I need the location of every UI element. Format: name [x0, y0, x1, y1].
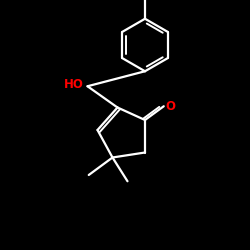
- Text: O: O: [166, 100, 175, 113]
- Text: HO: HO: [64, 78, 84, 92]
